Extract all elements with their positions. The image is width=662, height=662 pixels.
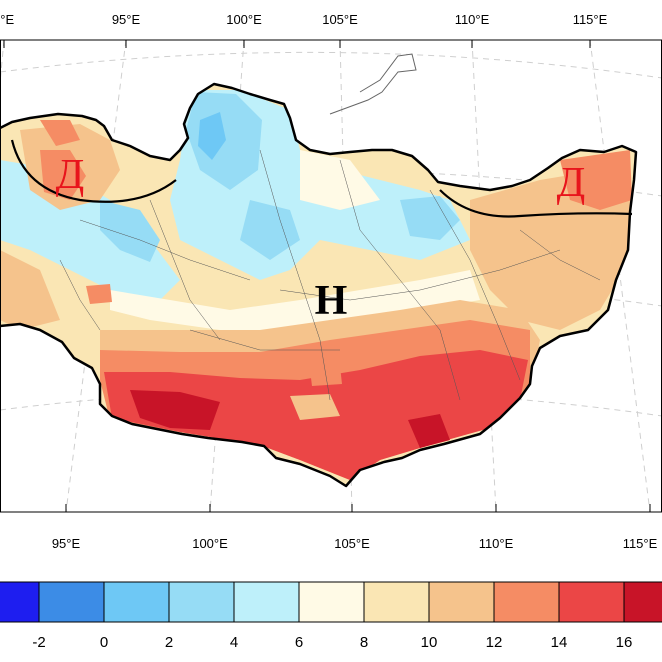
colorbar-label: 2 <box>165 634 173 651</box>
colorbar-label: 8 <box>360 634 368 651</box>
bottom-tick-label: 115°E <box>623 536 658 551</box>
colorbar-label: 6 <box>295 634 303 651</box>
top-tick-label: 100°E <box>226 12 262 27</box>
top-tick-label: 95°E <box>112 12 141 27</box>
colorbar-label: 4 <box>230 634 238 651</box>
colorbar-label: 10 <box>421 634 438 651</box>
colorbar-label: 0 <box>100 634 108 651</box>
colorbar-label: -2 <box>32 634 45 651</box>
colorbar-swatch <box>493 581 560 623</box>
top-tick-label: 90°E <box>0 12 14 27</box>
top-tick-label: 115°E <box>573 12 608 27</box>
colorbar-swatch <box>558 581 625 623</box>
contour-line-northwest <box>10 139 177 203</box>
colorbar-swatch <box>623 581 662 623</box>
bottom-tick-label: 100°E <box>192 536 228 551</box>
neighbor-border-line <box>329 53 417 115</box>
top-tick-label: 105°E <box>322 12 358 27</box>
bottom-tick-label: 95°E <box>52 536 81 551</box>
colorbar-swatch <box>38 581 105 623</box>
colorbar-swatch <box>363 581 430 623</box>
high-marker-west: Д <box>56 152 85 198</box>
low-marker-center: Н <box>315 278 348 324</box>
temperature-field <box>0 84 636 486</box>
province-boundaries <box>59 149 601 401</box>
colorbar-boxes <box>0 581 662 623</box>
colorbar-swatch <box>298 581 365 623</box>
colorbar-label: 12 <box>486 634 503 651</box>
colorbar-label: 16 <box>616 634 633 651</box>
colorbar-label: 14 <box>551 634 568 651</box>
top-axis: 90°E 95°E 100°E 105°E 110°E 115°E <box>0 12 608 48</box>
colorbar-swatch <box>103 581 170 623</box>
colorbar: -2 0 2 4 6 8 10 12 14 16 <box>0 581 662 651</box>
colorbar-swatch <box>428 581 495 623</box>
bottom-axis: 95°E 100°E 105°E 110°E 115°E <box>52 504 658 551</box>
country-outline <box>0 82 638 488</box>
bottom-tick-label: 110°E <box>479 536 514 551</box>
contour-line-northeast <box>439 189 633 218</box>
top-tick-label: 110°E <box>455 12 490 27</box>
colorbar-swatch <box>0 581 40 623</box>
colorbar-swatch <box>168 581 235 623</box>
colorbar-swatch <box>233 581 300 623</box>
bottom-tick-label: 105°E <box>334 536 370 551</box>
high-marker-east: Д <box>557 160 586 206</box>
